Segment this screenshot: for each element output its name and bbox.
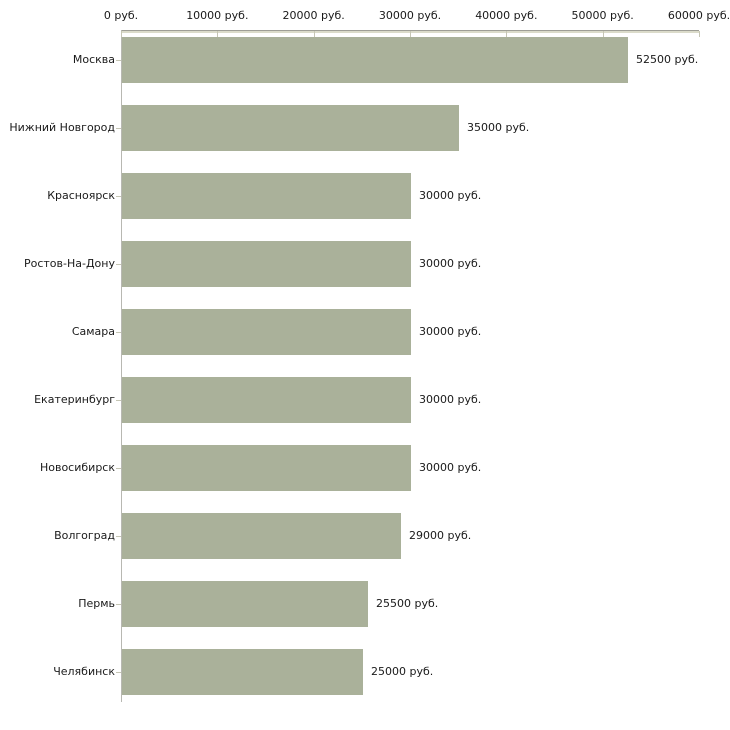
category-tick [116, 672, 121, 673]
category-label: Новосибирск [39, 461, 115, 474]
value-label: 35000 руб. [467, 121, 530, 134]
value-label: 25000 руб. [371, 665, 434, 678]
x-axis-tick-label: 40000 руб. [475, 9, 538, 22]
category-label: Екатеринбург [34, 393, 115, 406]
x-axis-tick-label: 20000 руб. [282, 9, 345, 22]
category-tick [116, 264, 121, 265]
category-label: Волгоград [54, 529, 115, 542]
value-label: 29000 руб. [409, 529, 472, 542]
bar [122, 581, 368, 627]
x-axis-tick [121, 31, 122, 37]
bar [122, 649, 363, 695]
category-tick [116, 604, 121, 605]
x-axis-tick-label: 60000 руб. [667, 9, 730, 22]
x-axis-tick [506, 31, 508, 37]
bar [122, 105, 459, 151]
category-tick [116, 60, 121, 61]
x-axis-tick-label: 50000 руб. [571, 9, 634, 22]
category-label: Красноярск [47, 189, 115, 202]
bar [122, 241, 411, 287]
bar [122, 377, 411, 423]
bar [122, 309, 411, 355]
x-axis-tick-label: 0 руб. [103, 9, 139, 22]
x-axis-tick [217, 31, 219, 37]
x-axis-tick-label: 10000 руб. [186, 9, 249, 22]
x-axis-tick-label: 30000 руб. [378, 9, 442, 22]
value-label: 30000 руб. [419, 189, 482, 202]
x-axis-tick [313, 31, 315, 37]
value-label: 30000 руб. [419, 461, 482, 474]
value-label: 25500 руб. [376, 597, 439, 610]
category-label: Пермь [78, 597, 115, 610]
category-label: Москва [72, 53, 115, 66]
bar [122, 445, 411, 491]
value-label: 30000 руб. [419, 257, 482, 270]
category-label: Нижний Новгород [9, 121, 115, 134]
x-axis-tick [410, 31, 411, 37]
category-tick [116, 536, 121, 537]
x-axis-tick [699, 31, 700, 37]
value-label: 30000 руб. [419, 393, 482, 406]
bar [122, 37, 628, 83]
category-tick [116, 400, 121, 401]
category-label: Самара [71, 325, 115, 338]
category-tick [116, 196, 121, 197]
x-axis-tick [602, 31, 604, 37]
category-tick [116, 128, 121, 129]
bar [122, 513, 401, 559]
bar [122, 173, 411, 219]
category-label: Челябинск [53, 665, 115, 678]
category-label: Ростов-На-Дону [23, 257, 115, 270]
value-label: 30000 руб. [419, 325, 482, 338]
value-label: 52500 руб. [636, 53, 699, 66]
y-axis-line [121, 30, 122, 702]
category-tick [116, 332, 121, 333]
category-tick [116, 468, 121, 469]
